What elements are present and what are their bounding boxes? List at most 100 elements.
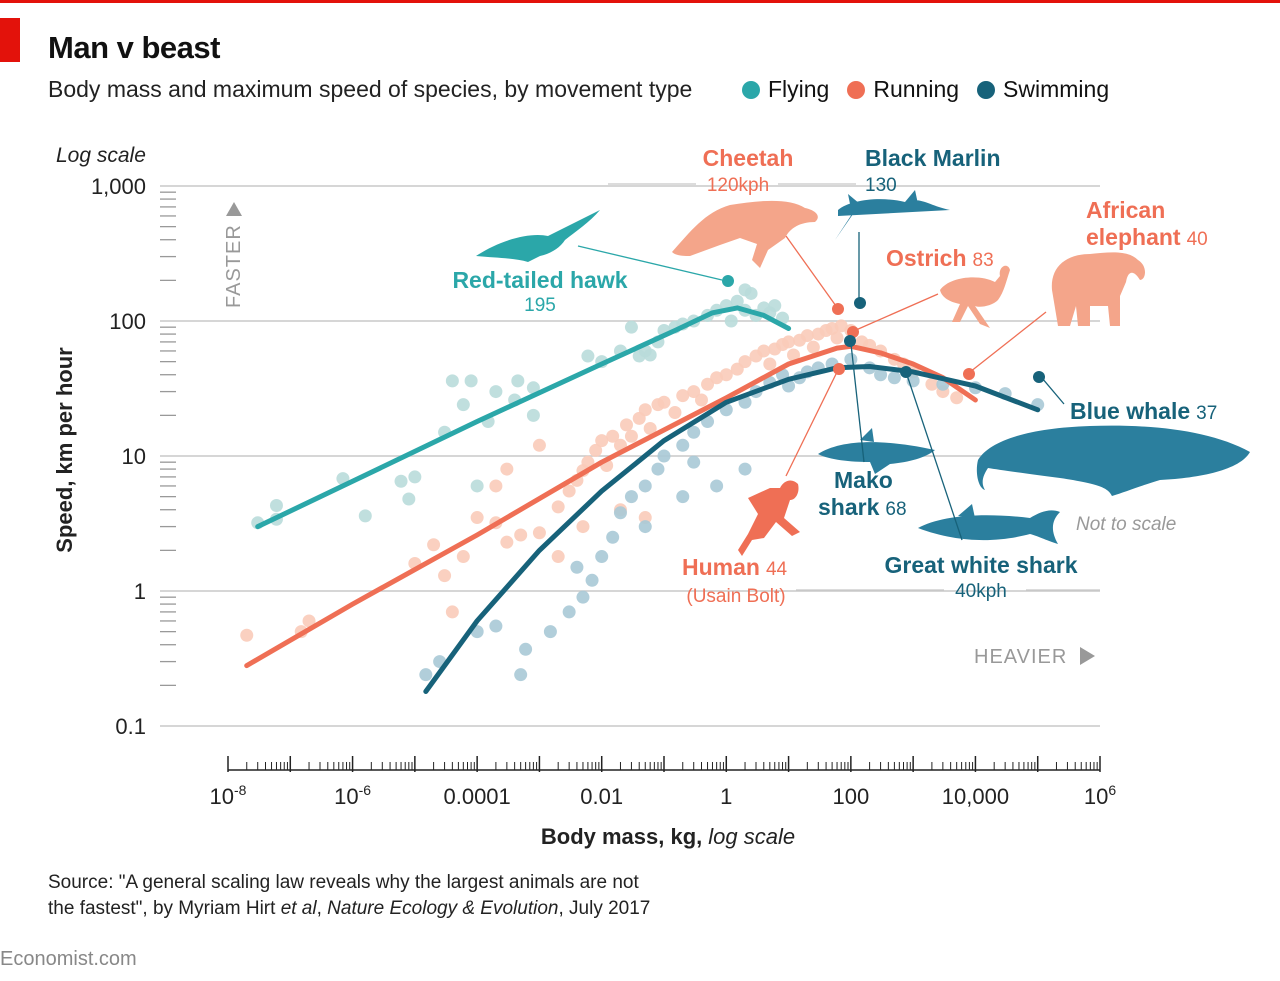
swimming-point-16 <box>657 449 671 463</box>
cheetah-value: 120kph <box>707 175 769 196</box>
y-tick-label-1: 1 <box>134 579 146 604</box>
running-point-13 <box>551 500 565 514</box>
gridlines <box>160 185 1100 727</box>
hawk-silhouette-icon <box>476 210 600 262</box>
running-point-33 <box>694 393 708 407</box>
legend-item-swimming: Swimming <box>977 76 1109 103</box>
y-axis-title: Speed, km per hour <box>52 347 77 553</box>
x-tick-label-3: 0.01 <box>580 784 623 809</box>
swimming-point-10 <box>595 550 609 564</box>
whale-label: Blue whale 37 <box>1070 398 1217 424</box>
flying-fit-line <box>255 305 792 530</box>
swimming-point-0 <box>419 668 433 682</box>
legend-label-flying: Flying <box>768 76 830 102</box>
y-tick-label-2: 10 <box>122 444 146 469</box>
scatter-points <box>240 283 1045 682</box>
whale-leader <box>1041 377 1065 405</box>
running-point-19 <box>595 434 609 448</box>
flying-point-7 <box>408 470 422 484</box>
flying-point-11 <box>464 374 478 388</box>
ostrich-leader <box>855 293 939 331</box>
flying-point-17 <box>526 408 540 422</box>
running-point-6 <box>445 605 459 619</box>
human-runner-silhouette-icon <box>738 480 800 556</box>
running-point-8 <box>470 511 484 525</box>
source-text-d: Nature Ecology & Evolution <box>327 898 559 919</box>
gws-value: 40kph <box>955 581 1007 602</box>
legend: Flying Running Swimming <box>742 76 1109 103</box>
source-text-b: et al <box>280 898 317 919</box>
x-tick-label-1: 10-6 <box>334 782 371 809</box>
swimming-point-7 <box>562 605 576 619</box>
whale-value: 37 <box>1196 403 1217 424</box>
running-point-48 <box>806 340 820 354</box>
mako-shark-silhouette-icon <box>818 428 935 474</box>
running-point-44 <box>782 335 796 349</box>
hawk-marker <box>722 275 734 287</box>
swimming-fit-line <box>423 364 1041 694</box>
cheetah-label: Cheetah <box>703 145 794 171</box>
running-point-32 <box>687 385 701 399</box>
y-axis: 0.1 1 10 100 1,000 <box>91 174 176 739</box>
brand-footer: Economist.com <box>0 948 137 970</box>
flying-point-10 <box>456 398 470 412</box>
top-rule <box>0 0 1280 3</box>
x-tick-label-0: 10-8 <box>210 782 247 809</box>
whale-silhouette-icon <box>976 425 1250 496</box>
running-point-31 <box>676 389 690 403</box>
running-point-23 <box>620 418 634 432</box>
running-point-0 <box>240 628 254 642</box>
elephant-leader <box>969 311 1047 373</box>
source-text-e: , July 2017 <box>558 898 651 919</box>
x-tick-label-4: 1 <box>720 784 732 809</box>
running-point-17 <box>581 455 595 469</box>
axis-hints: FASTER HEAVIER <box>223 202 1095 668</box>
cheetah-silhouette-icon <box>672 200 818 268</box>
source-text-a: the fastest", by Myriam Hirt <box>48 898 281 919</box>
running-point-11 <box>514 528 528 542</box>
hawk-label: Red-tailed hawk <box>452 267 627 293</box>
human-leader <box>785 369 839 477</box>
running-point-14 <box>562 484 576 498</box>
x-axis-title: Body mass, kg, log scale <box>541 824 795 849</box>
swimming-point-9 <box>585 573 599 587</box>
elephant-marker <box>963 368 975 380</box>
running-point-64 <box>489 479 503 493</box>
marlin-silhouette-icon <box>835 190 950 240</box>
swimming-point-11 <box>606 530 620 544</box>
source-line-2: the fastest", by Myriam Hirt et al, Natu… <box>48 896 650 922</box>
y-tick-label-4: 1,000 <box>91 174 146 199</box>
faster-arrow-icon <box>226 202 242 216</box>
flying-point-25 <box>643 348 657 362</box>
running-point-10 <box>500 535 514 549</box>
flying-point-41 <box>768 299 782 313</box>
swimming-point-42 <box>710 479 724 493</box>
running-point-7 <box>456 550 470 564</box>
legend-swatch-swimming <box>977 80 996 99</box>
mako-marker <box>844 335 856 347</box>
flying-point-5 <box>394 474 408 488</box>
flying-point-2 <box>269 498 283 512</box>
swimming-point-33 <box>887 371 901 385</box>
running-point-36 <box>719 368 733 382</box>
swimming-point-17 <box>676 438 690 452</box>
x-axis-title-main: Body mass, kg, <box>541 824 702 849</box>
cheetah-leader <box>785 235 837 307</box>
ostrich-value: 83 <box>973 250 994 271</box>
gws-label: Great white shark <box>884 552 1077 578</box>
running-point-18 <box>589 443 603 457</box>
hawk-leader <box>577 245 723 281</box>
flying-point-22 <box>624 320 638 334</box>
elephant-name: elephant <box>1086 224 1181 250</box>
swimming-point-32 <box>874 368 888 382</box>
flying-point-14 <box>489 385 503 399</box>
running-point-4 <box>427 538 441 552</box>
running-point-52 <box>830 331 844 345</box>
callouts: Red-tailed hawk 195 Cheetah 120kph Black… <box>452 145 1217 607</box>
running-point-40 <box>757 344 771 358</box>
swimming-point-15 <box>651 462 665 476</box>
not-to-scale-note: Not to scale <box>1076 514 1176 535</box>
legend-swatch-flying <box>742 80 760 99</box>
running-point-30 <box>668 406 682 420</box>
gws-marker <box>900 366 912 378</box>
